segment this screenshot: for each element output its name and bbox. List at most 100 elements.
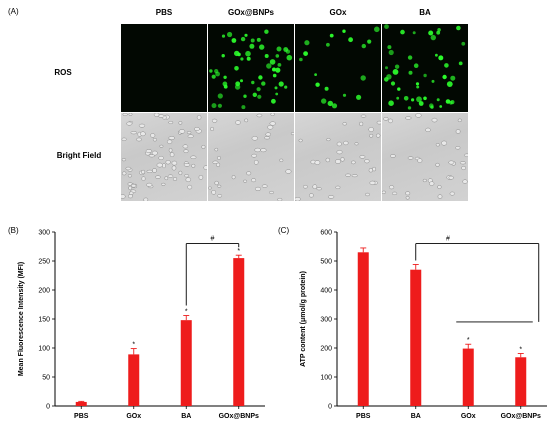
bright-field-cell: [178, 170, 183, 176]
bright-field-cell: [459, 161, 466, 165]
ros-cell: [222, 81, 228, 87]
bright-field-cell: [178, 129, 186, 134]
bright-field-cell: [448, 175, 454, 180]
bright-field-cell: [431, 117, 438, 123]
y-tick-label: 150: [38, 317, 50, 324]
bright-field-cell: [407, 156, 414, 160]
bright-field-cell: [429, 181, 435, 186]
bright-field-cell: [359, 155, 366, 159]
ros-cell: [252, 92, 257, 98]
ros-cell: [415, 82, 420, 86]
bright-field-cell: [130, 131, 138, 135]
y-tick-label: 200: [38, 288, 50, 295]
bright-field-cell: [231, 175, 236, 180]
ros-cell: [361, 43, 366, 49]
ros-cell: [240, 36, 246, 42]
bright-field-cell: [246, 171, 252, 176]
bright-field-cell: [422, 178, 427, 183]
ros-cell: [259, 44, 265, 50]
ros-cell: [264, 54, 269, 58]
x-tick-label: GOx: [126, 413, 141, 420]
bar: [410, 269, 422, 406]
ros-cell: [258, 75, 263, 80]
bright-field-cell: [256, 113, 263, 118]
x-tick-label: GOx@BNPs: [219, 413, 259, 420]
bright-field-cell: [182, 144, 189, 149]
y-tick-label: 200: [320, 346, 332, 353]
ros-cell: [413, 63, 419, 68]
ros-cell: [264, 29, 269, 34]
bright-field-cell: [425, 127, 431, 133]
bright-field-cell: [184, 174, 189, 178]
ros-cell: [249, 43, 255, 49]
ros-cell: [387, 45, 392, 50]
bar: [233, 258, 245, 406]
bright-field-cell: [448, 160, 455, 165]
ros-cell: [428, 30, 434, 36]
bright-field-cell: [368, 168, 373, 173]
bright-field-cell: [325, 157, 331, 163]
bright-field-cell: [203, 165, 207, 170]
bright-field-cell: [254, 186, 262, 191]
bright-field-cell: [327, 195, 335, 199]
bright-field-cell: [186, 131, 192, 135]
bar: [462, 348, 474, 406]
bright-field-cell: [211, 118, 218, 123]
bright-field-cell: [121, 158, 127, 162]
bright-field-cell: [388, 118, 393, 124]
panel-a-label: (A): [8, 7, 19, 16]
ros-cell: [435, 53, 438, 57]
bright-field-cell: [417, 158, 423, 163]
ros-cell: [408, 70, 413, 75]
ros-cell: [444, 63, 449, 68]
bright-field-cell: [251, 136, 258, 141]
bright-field-cell: [405, 116, 412, 120]
bright-field-cell: [128, 185, 133, 191]
row-header-ros: ROS: [54, 68, 72, 77]
bright-field-cell: [158, 155, 164, 161]
bright-field-cell: [141, 169, 146, 175]
ros-cell: [388, 100, 394, 106]
ros-cell: [388, 49, 394, 56]
bright-field-cell: [136, 137, 142, 142]
ros-image-ba: [382, 24, 468, 112]
bright-field-cell: [264, 136, 270, 140]
ros-cell: [257, 94, 262, 99]
y-axis-title: Mean Fluorescence Intensity (MFI): [18, 262, 25, 376]
bright-field-cell: [217, 194, 223, 198]
bright-field-cell: [171, 160, 178, 166]
column-header-gox-bnps: GOx@BNPs: [227, 8, 275, 17]
bright-field-cell: [345, 173, 351, 177]
bar: [75, 401, 87, 406]
bright-field-cell: [314, 160, 321, 165]
bright-field-cell: [210, 126, 215, 132]
ros-cell: [240, 57, 244, 61]
bf-cells-2: [295, 114, 381, 201]
bright-field-cell: [359, 121, 364, 127]
bright-field-cell: [369, 133, 374, 138]
bright-field-cell: [464, 153, 468, 158]
ros-cell: [227, 31, 233, 38]
column-header-pbs: PBS: [155, 8, 173, 17]
bright-field-cell: [277, 197, 283, 201]
ros-cell: [450, 100, 455, 105]
bright-field-cell: [131, 183, 137, 188]
y-tick-label: 300: [38, 230, 50, 237]
bright-field-cell: [335, 185, 341, 190]
bright-field-cell: [212, 160, 219, 164]
bright-field-cell: [392, 191, 398, 196]
bright-field-cell: [159, 144, 164, 148]
ros-cell: [384, 24, 389, 29]
ros-cell: [231, 38, 237, 43]
y-tick-label: 50: [42, 375, 50, 382]
ros-cell: [326, 42, 330, 47]
bright-field-cell: [269, 121, 276, 126]
ros-cell: [416, 85, 420, 89]
bright-field-cell: [383, 116, 389, 121]
bright-field-cell: [375, 133, 381, 138]
bar: [357, 252, 369, 406]
ros-cell: [223, 75, 227, 79]
significance-marker: *: [237, 248, 240, 255]
bright-field-cell: [201, 144, 206, 149]
bright-field-cell: [152, 168, 157, 173]
